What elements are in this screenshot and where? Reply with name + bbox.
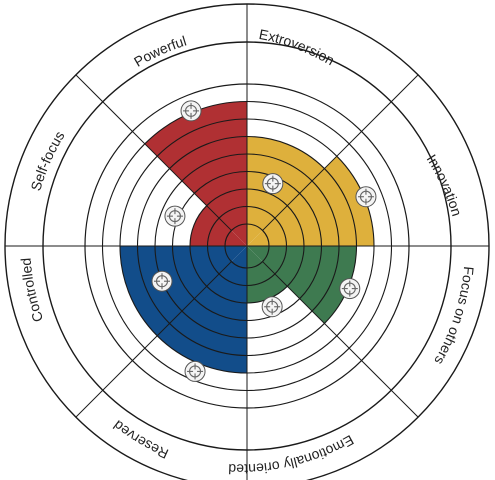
- segment-label-controlled: Controlled: [18, 257, 47, 324]
- marker-reserved: [184, 360, 206, 382]
- spoke-1: [262, 74, 419, 231]
- sector-self-focus: [190, 205, 247, 246]
- marker-emotionally-oriented: [261, 296, 283, 318]
- marker-extroversion: [262, 173, 284, 195]
- segment-label-reserved: Reserved: [110, 417, 171, 462]
- sector-focus-on-others: [247, 246, 357, 324]
- marker-self-focus: [164, 205, 186, 227]
- segment-label-extroversion: Extroversion: [258, 26, 338, 68]
- marker-focus-on-others: [339, 278, 361, 300]
- segment-label-innovation: Innovation: [424, 151, 466, 218]
- markers: [151, 100, 377, 382]
- sector-reserved: [157, 246, 247, 373]
- segment-label-powerful: Powerful: [131, 33, 188, 70]
- sector-innovation: [247, 156, 374, 246]
- sector-controlled: [120, 246, 247, 336]
- marker-powerful: [180, 100, 202, 122]
- data-sectors: [120, 101, 374, 373]
- sector-powerful: [144, 101, 247, 246]
- spoke-3: [262, 261, 419, 418]
- sector-extroversion: [247, 136, 325, 246]
- marker-innovation: [355, 186, 377, 208]
- ring-grid: [4, 3, 490, 480]
- marker-controlled: [151, 270, 173, 292]
- spoke-7: [75, 74, 232, 231]
- spoke-5: [75, 261, 232, 418]
- sector-emotionally-oriented: [247, 246, 288, 303]
